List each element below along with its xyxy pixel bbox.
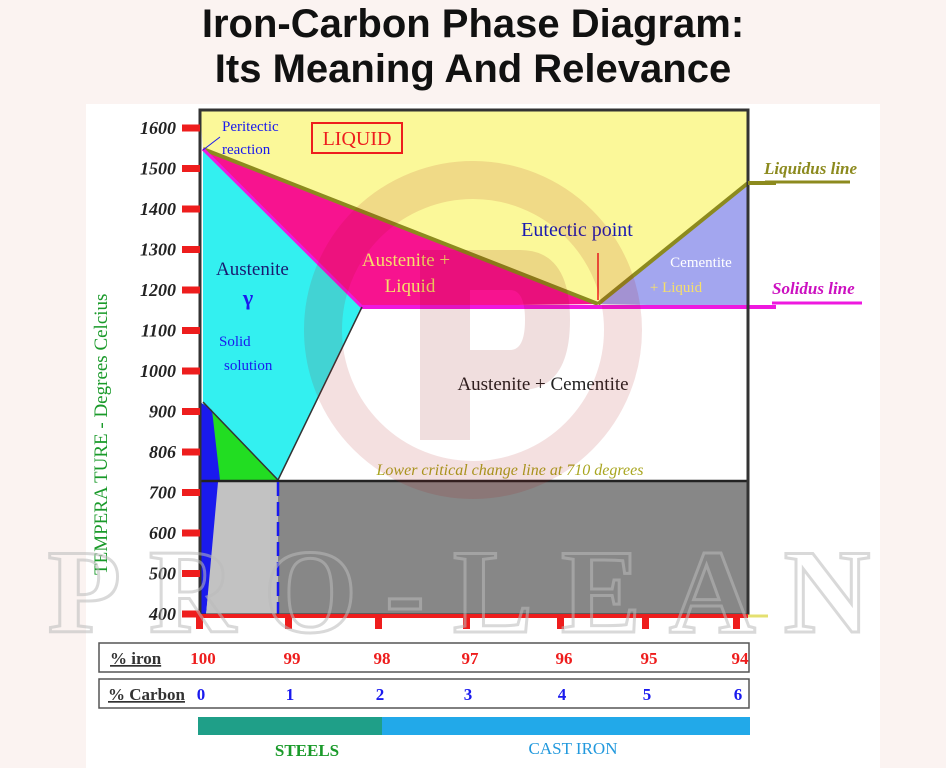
carbon-value: 6 — [734, 685, 743, 704]
peritectic-label-line-2: reaction — [222, 142, 271, 158]
x-tick-mark — [285, 616, 292, 629]
y-tick-label: 1300 — [140, 240, 176, 260]
iron-value: 99 — [284, 649, 301, 668]
x-tick-mark — [375, 616, 382, 629]
y-tick-mark — [182, 570, 200, 577]
austenite-cementite-label: Austenite + Cementite — [457, 374, 628, 395]
carbon-value: 2 — [376, 685, 385, 704]
carbon-value: 0 — [197, 685, 206, 704]
peritectic-label-line-1: Peritectic — [222, 119, 279, 135]
y-tick-mark — [182, 165, 200, 172]
iron-values: 100 99 98 97 96 95 94 — [190, 649, 749, 668]
iron-value: 98 — [374, 649, 391, 668]
peritectic-pointer — [202, 136, 221, 151]
cast-iron-band — [382, 717, 750, 735]
y-tick-label: 1000 — [140, 361, 176, 381]
liquid-label-box — [311, 122, 403, 154]
eutectic-point-label: Eutectic point — [521, 219, 633, 241]
austenite-liquid-label-line-1: Austenite + — [362, 250, 450, 271]
solid-solution-label-line-1: Solid — [219, 334, 251, 350]
y-tick-mark — [182, 610, 200, 618]
carbon-value: 4 — [558, 685, 567, 704]
gamma-label: γ — [242, 285, 253, 310]
solidus-line-austenite — [201, 147, 364, 309]
y-tick-label: 806 — [149, 442, 176, 462]
y-tick-label: 1200 — [140, 280, 176, 300]
lower-critical-label: Lower critical change line at 710 degree… — [376, 462, 644, 479]
carbon-value: 3 — [464, 685, 473, 704]
y-tick-label: 1400 — [140, 199, 176, 219]
solidus-line-label: Solidus line — [772, 279, 855, 298]
steels-band — [198, 717, 382, 735]
iron-value: 100 — [190, 649, 216, 668]
y-axis-ticks: 1600 1500 1400 1300 1200 1100 1000 900 806 700 600… — [140, 118, 200, 624]
y-tick-label: 1600 — [140, 118, 176, 138]
y-tick-mark — [182, 448, 200, 456]
acm-line — [277, 306, 363, 481]
y-tick-label: 600 — [149, 523, 176, 543]
liquid-label: LIQUID — [323, 128, 392, 150]
steels-label: STEELS — [275, 741, 339, 760]
y-tick-mark — [182, 286, 200, 294]
y-tick-mark — [182, 124, 200, 132]
y-tick-mark — [182, 367, 200, 375]
y-tick-mark — [182, 529, 200, 537]
page-title-line-1: Iron-Carbon Phase Diagram: — [201, 2, 745, 46]
x-tick-mark — [642, 616, 649, 629]
y-tick-label: 1100 — [141, 321, 176, 341]
page-title-line-2: Its Meaning And Relevance — [214, 47, 732, 91]
pearlite-ferrite-region — [206, 482, 278, 615]
y-axis-label: TEMPERA TURE - Degrees Celcius — [91, 294, 112, 575]
y-tick-mark — [182, 205, 200, 213]
pearlite-cementite-region — [278, 482, 748, 615]
y-tick-mark — [182, 489, 200, 496]
x-tick-mark — [196, 616, 203, 629]
austenite-region — [203, 149, 362, 480]
a3-line — [202, 401, 279, 481]
y-tick-mark — [182, 246, 200, 253]
iron-value: 94 — [732, 649, 750, 668]
carbon-value: 1 — [286, 685, 295, 704]
y-tick-label: 500 — [149, 564, 176, 584]
carbon-row-label: % Carbon — [108, 685, 186, 704]
y-tick-label: 700 — [149, 483, 176, 503]
cast-iron-label: CAST IRON — [529, 739, 618, 758]
y-tick-mark — [182, 408, 200, 415]
y-tick-label: 400 — [148, 604, 176, 624]
iron-row-box — [98, 642, 750, 673]
y-tick-label: 1500 — [140, 159, 176, 179]
liquidus-line-right — [596, 181, 750, 306]
austenite-label: Austenite — [216, 259, 289, 280]
iron-value: 97 — [462, 649, 480, 668]
carbon-value: 5 — [643, 685, 652, 704]
y-tick-label: 900 — [149, 402, 176, 422]
solid-solution-label-line-2: solution — [224, 358, 273, 374]
liquidus-line-left — [202, 147, 599, 306]
x-axis-ticks — [196, 616, 740, 629]
iron-row-label: % iron — [110, 649, 162, 668]
carbon-values: 0 1 2 3 4 5 6 — [197, 685, 743, 704]
liquid-region — [200, 110, 748, 304]
x-tick-mark — [733, 616, 740, 629]
liquidus-line-label: Liquidus line — [763, 159, 858, 178]
carbon-row-box — [98, 678, 750, 709]
y-tick-mark — [182, 327, 200, 334]
cementite-liquid-label-line-2: + Liquid — [650, 280, 703, 296]
austenite-liquid-label-line-2: Liquid — [385, 276, 436, 297]
iron-value: 95 — [641, 649, 658, 668]
ferrite-region — [200, 402, 220, 615]
x-tick-mark — [463, 616, 470, 629]
iron-value: 96 — [556, 649, 573, 668]
x-tick-mark — [557, 616, 564, 629]
cementite-liquid-label-line-1: Cementite — [670, 255, 732, 271]
